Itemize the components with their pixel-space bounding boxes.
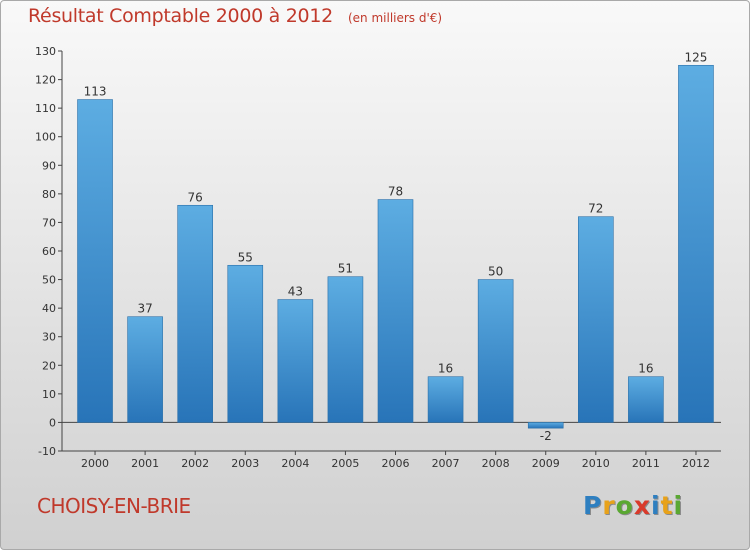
data-label: 55 <box>238 250 253 264</box>
axes: -10 0 10 20 30 40 50 60 70 80 90 100 110 120 130 2000 20… <box>35 45 721 470</box>
data-labels: 113 37 76 55 43 51 78 16 50 -2 72 16 125 <box>84 50 708 443</box>
bar <box>628 376 664 423</box>
data-label: 78 <box>388 185 403 199</box>
data-label: 76 <box>188 190 203 204</box>
bar <box>477 279 514 423</box>
y-tick-label: 100 <box>35 131 56 144</box>
bar <box>578 216 614 423</box>
x-tick-label: 2006 <box>382 457 410 470</box>
x-tick-label: 2003 <box>231 457 259 470</box>
bar <box>177 204 213 423</box>
data-label: 72 <box>588 202 603 216</box>
x-tick-label: 2010 <box>582 457 610 470</box>
x-tick-label: 2001 <box>131 457 159 470</box>
y-tick-label: 10 <box>42 388 56 401</box>
bar <box>77 99 113 423</box>
data-label: 125 <box>685 50 708 64</box>
bar <box>377 199 414 423</box>
chart-unit: (en milliers d'€) <box>347 11 443 25</box>
data-label: 16 <box>438 362 453 376</box>
data-label: 113 <box>84 85 107 99</box>
bar <box>527 422 564 429</box>
data-label: 43 <box>288 285 303 299</box>
y-tick-label: 50 <box>42 274 56 287</box>
y-tick-label: 80 <box>42 188 56 201</box>
y-tick-label: 90 <box>42 159 56 172</box>
y-tick-label: 120 <box>35 74 56 87</box>
y-tick-label: 30 <box>42 331 56 344</box>
bar <box>427 376 464 423</box>
y-tick-label: 40 <box>42 302 56 315</box>
data-label: -2 <box>540 429 552 443</box>
x-tick-label: 2007 <box>432 457 460 470</box>
x-tick-label: 2012 <box>682 457 710 470</box>
x-tick-label: 2011 <box>632 457 660 470</box>
x-tick-label: 2002 <box>181 457 209 470</box>
proxiti-logo: Proxiti <box>583 491 684 520</box>
data-label: 51 <box>338 262 353 276</box>
x-tick-label: 2000 <box>81 457 109 470</box>
y-tick-label: 70 <box>42 216 56 229</box>
bar <box>127 316 163 423</box>
bar <box>327 276 364 423</box>
bar <box>277 299 314 423</box>
commune-name: CHOISY-EN-BRIE <box>37 494 191 518</box>
chart-title: Résultat Comptable 2000 à 2012 <box>28 5 333 27</box>
x-tick-label: 2008 <box>482 457 510 470</box>
data-label: 16 <box>638 362 653 376</box>
bar <box>227 264 264 423</box>
bars <box>77 64 714 429</box>
data-label: 50 <box>488 265 503 279</box>
y-tick-label: 20 <box>42 359 56 372</box>
y-tick-label: 110 <box>35 102 56 115</box>
x-tick-label: 2004 <box>281 457 309 470</box>
y-tick-label: 130 <box>35 45 56 58</box>
data-label: 37 <box>137 302 152 316</box>
y-tick-label: -10 <box>38 445 56 458</box>
x-tick-label: 2005 <box>331 457 359 470</box>
title-row: Résultat Comptable 2000 à 2012 (en milli… <box>28 5 442 27</box>
x-tick-label: 2009 <box>532 457 560 470</box>
bar <box>678 64 714 423</box>
y-tick-label: 0 <box>49 416 56 429</box>
y-tick-label: 60 <box>42 245 56 258</box>
